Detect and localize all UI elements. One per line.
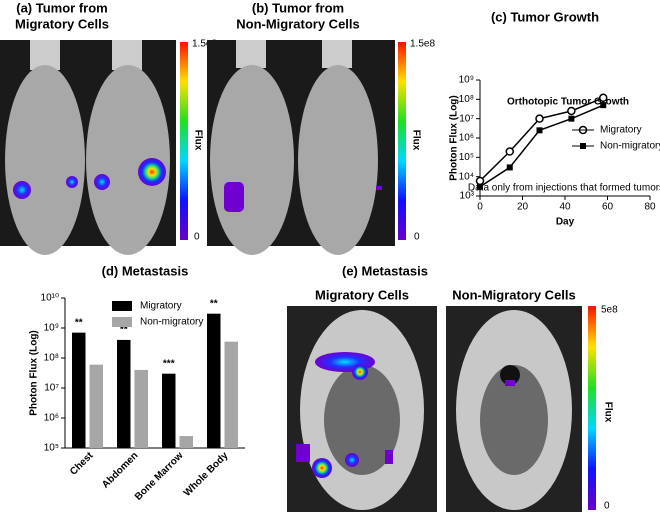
bar bbox=[72, 332, 86, 448]
bar bbox=[89, 364, 103, 448]
annotation: Data only from injections that formed tu… bbox=[468, 183, 660, 194]
marker bbox=[505, 147, 514, 156]
legend-swatch bbox=[112, 301, 132, 311]
panel-subtitle: Non-Migratory Cells bbox=[452, 287, 576, 302]
y-axis-label: Photon Flux (Log) bbox=[449, 95, 460, 181]
bar bbox=[162, 373, 176, 448]
panel-title: (e) Metastasis bbox=[342, 263, 428, 278]
colorbar-label: Flux bbox=[192, 130, 203, 151]
significance: *** bbox=[163, 358, 175, 369]
y-tick-label: 10⁹ bbox=[459, 75, 474, 86]
panel-title: (b) Tumor from bbox=[252, 0, 344, 15]
legend-swatch bbox=[112, 317, 132, 327]
x-tick-label: 40 bbox=[559, 202, 571, 213]
y-tick-label: 10⁸ bbox=[459, 94, 474, 105]
colorbar-label: Flux bbox=[410, 130, 421, 151]
colorbar-max: 5e8 bbox=[601, 305, 618, 316]
legend-label: Migratory bbox=[600, 125, 642, 136]
x-tick-label: 20 bbox=[517, 202, 529, 213]
colorbar bbox=[398, 42, 406, 240]
y-tick-label: 10³ bbox=[460, 191, 475, 202]
colorbar-label: Flux bbox=[602, 402, 613, 423]
marker bbox=[567, 106, 576, 116]
significance: ** bbox=[210, 298, 218, 309]
colorbar-min: 0 bbox=[194, 232, 200, 243]
x-tick-label: Bone Marrow bbox=[133, 450, 186, 503]
bar bbox=[179, 436, 193, 448]
x-tick-label: Chest bbox=[68, 450, 96, 478]
x-tick-label: Abdomen bbox=[100, 450, 140, 490]
marker bbox=[536, 127, 543, 134]
colorbar bbox=[588, 306, 596, 510]
bar bbox=[117, 339, 131, 448]
mouse-image bbox=[207, 40, 395, 255]
marker bbox=[600, 102, 607, 109]
panel-subtitle: Migratory Cells bbox=[315, 287, 409, 302]
bar bbox=[207, 313, 221, 448]
marker bbox=[477, 183, 483, 190]
chart-title: (d) Metastasis bbox=[102, 263, 189, 278]
x-tick-label: 60 bbox=[602, 202, 614, 213]
bar bbox=[224, 341, 238, 448]
panel-title: (a) Tumor from bbox=[16, 0, 107, 15]
x-tick-label: Whole Body bbox=[182, 450, 231, 499]
y-tick-label: 10⁵ bbox=[44, 443, 59, 454]
panel-title: Non-Migratory Cells bbox=[236, 16, 360, 31]
colorbar-min: 0 bbox=[414, 232, 420, 243]
chart-subtitle: Orthotopic Tumor Growth bbox=[507, 97, 629, 108]
y-tick-label: 10⁵ bbox=[459, 152, 474, 163]
panel-title: Migratory Cells bbox=[15, 16, 109, 31]
y-tick-label: 10⁷ bbox=[44, 383, 59, 394]
significance: ** bbox=[120, 325, 128, 336]
y-tick-label: 10⁴ bbox=[459, 171, 474, 182]
x-tick-label: 0 bbox=[477, 202, 483, 213]
marker bbox=[568, 115, 575, 122]
mouse-image bbox=[287, 306, 582, 512]
x-axis-label: Day bbox=[556, 217, 575, 228]
chart-title: (c) Tumor Growth bbox=[491, 9, 599, 24]
y-tick-label: 10⁶ bbox=[459, 133, 474, 144]
bar bbox=[134, 369, 148, 448]
mouse-image bbox=[0, 40, 176, 255]
colorbar-max: 1.5e8 bbox=[192, 39, 217, 50]
y-tick-label: 10¹⁰ bbox=[41, 293, 59, 304]
y-tick-label: 10⁹ bbox=[44, 323, 59, 334]
colorbar-min: 0 bbox=[604, 501, 610, 512]
colorbar-max: 1.5e8 bbox=[410, 39, 435, 50]
marker bbox=[535, 114, 544, 123]
colorbar bbox=[180, 42, 188, 240]
y-tick-label: 10⁷ bbox=[459, 113, 474, 124]
legend-label: Non-migratory bbox=[140, 317, 203, 328]
y-axis-label: Photon Flux (Log) bbox=[29, 330, 40, 416]
significance: ** bbox=[75, 317, 83, 328]
y-tick-label: 10⁸ bbox=[44, 353, 59, 364]
series-line bbox=[479, 97, 604, 182]
marker bbox=[506, 164, 513, 171]
x-tick-label: 80 bbox=[644, 202, 656, 213]
marker bbox=[599, 93, 608, 103]
legend-label: Migratory bbox=[140, 301, 182, 312]
marker bbox=[475, 176, 485, 186]
y-tick-label: 10⁶ bbox=[44, 413, 59, 424]
legend-label: Non-migratory bbox=[600, 141, 660, 152]
